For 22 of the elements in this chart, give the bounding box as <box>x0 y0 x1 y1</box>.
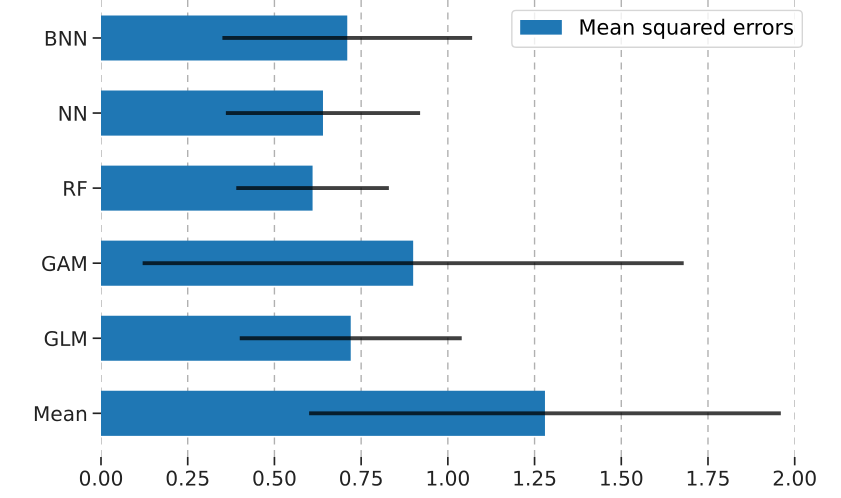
x-tick-label: 1.75 <box>688 470 729 486</box>
x-tick-label: 0.25 <box>166 470 208 486</box>
bar <box>101 390 545 436</box>
x-tick-label: 1.25 <box>514 470 556 486</box>
y-tick-label: Mean <box>34 406 86 422</box>
y-tick-label: RF <box>64 181 87 196</box>
bar <box>101 90 323 136</box>
x-tick-label: 1.50 <box>601 470 642 486</box>
bar <box>101 240 414 286</box>
x-tick-label: 0.50 <box>253 470 296 486</box>
y-tick-label: GAM <box>42 256 86 272</box>
y-tick-label: NN <box>60 106 86 121</box>
x-tick-label: 1.00 <box>428 470 469 486</box>
bar <box>101 316 351 361</box>
x-tick-label: 2.00 <box>774 470 816 486</box>
x-tick-label: 0.75 <box>340 470 382 486</box>
bar <box>101 166 313 211</box>
y-tick-label: GLM <box>44 330 86 346</box>
y-tick-label: BNN <box>46 30 86 46</box>
x-tick-label: 0.00 <box>80 470 122 486</box>
legend-label: Mean squared errors <box>580 18 793 39</box>
bar <box>101 15 348 61</box>
